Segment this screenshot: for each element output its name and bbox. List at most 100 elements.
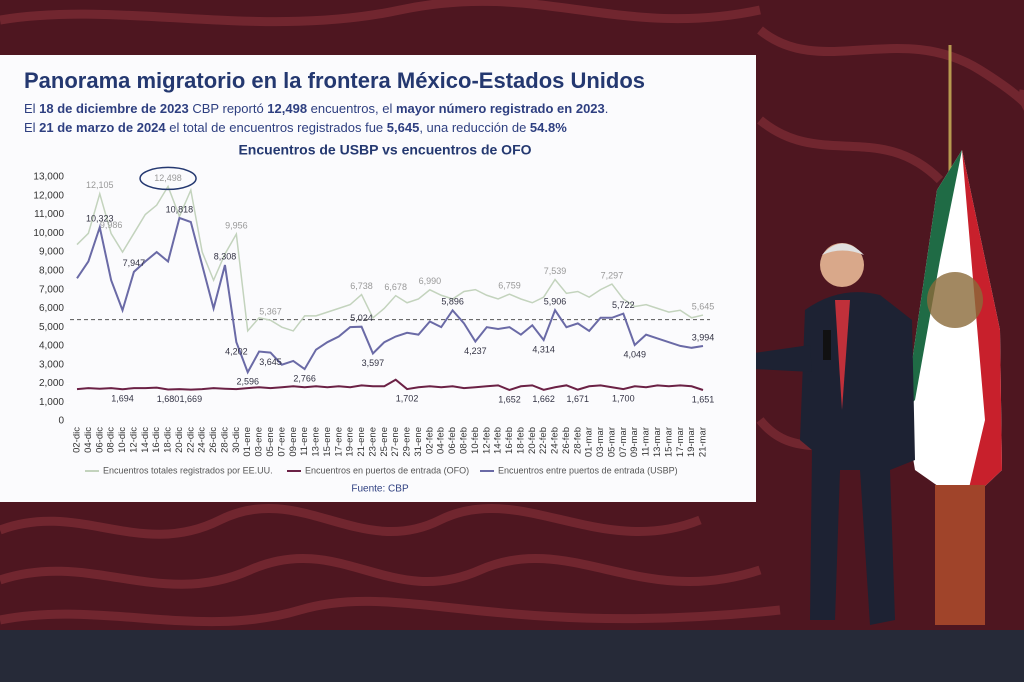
x-tick-label: 04-dic (83, 427, 94, 453)
speaker (735, 243, 915, 625)
data-label: 1,652 (498, 394, 521, 404)
x-tick-label: 28-feb (572, 427, 583, 454)
plot: 0 1,000 2,000 3,000 4,000 5,000 6,000 7,000 8,00… (33, 166, 715, 475)
series-line (76, 216, 704, 375)
data-label: 8,308 (214, 251, 237, 261)
x-tick-label: 09-mar (629, 427, 640, 457)
legend-label: Encuentros entre puertos de entrada (USB… (498, 465, 678, 475)
x-tick-label: 14-feb (493, 427, 504, 454)
x-tick-label: 24-feb (550, 427, 561, 454)
x-tick-label: 09-ene (288, 427, 299, 457)
x-tick-label: 26-dic (208, 427, 219, 453)
y-tick-label: 0 (58, 416, 64, 427)
x-tick-label: 02-feb (424, 427, 435, 454)
note-segment: 21 de marzo de 2024 (39, 120, 166, 135)
floor (0, 630, 1024, 682)
x-tick-label: 18-feb (515, 427, 526, 454)
y-tick-label: 2,000 (39, 378, 64, 389)
data-label: 3,994 (692, 332, 715, 342)
data-label: 6,738 (350, 281, 373, 291)
note-segment: 18 de diciembre de 2023 (39, 101, 189, 116)
data-label: 6,759 (498, 281, 521, 291)
x-tick-label: 14-dic (140, 427, 151, 453)
y-tick-label: 9,000 (39, 247, 64, 258)
x-tick-label: 10-dic (117, 427, 128, 453)
x-tick-label: 17-mar (675, 427, 686, 457)
y-tick-label: 7,000 (39, 284, 64, 295)
note-segment: . (605, 101, 609, 116)
data-label: 5,645 (692, 301, 715, 311)
y-tick-label: 10,000 (33, 228, 64, 239)
legend-label: Encuentros totales registrados por EE.UU… (103, 465, 273, 475)
data-label: 5,906 (544, 297, 567, 307)
data-label: 7,539 (544, 266, 567, 276)
x-tick-label: 12-dic (128, 427, 139, 453)
x-tick-label: 27-ene (390, 427, 401, 457)
x-tick-label: 24-dic (197, 427, 208, 453)
slide (0, 55, 756, 502)
x-tick-label: 01-ene (242, 427, 253, 457)
x-tick-label: 20-dic (174, 427, 185, 453)
x-tick-label: 21-mar (698, 427, 709, 457)
data-label: 1,700 (612, 393, 635, 403)
x-tick-label: 25-ene (379, 427, 390, 457)
data-label: 10,323 (86, 214, 114, 224)
data-label: 4,314 (532, 344, 555, 354)
x-tick-label: 28-dic (219, 427, 230, 453)
note-segment: encuentros, el (307, 101, 396, 116)
y-tick-label: 6,000 (39, 303, 64, 314)
note-segment: mayor número registrado en 2023 (396, 101, 605, 116)
y-tick-label: 1,000 (39, 397, 64, 408)
data-label: 10,818 (166, 204, 194, 214)
y-tick-label: 8,000 (39, 265, 64, 276)
source: Fuente: CBP (351, 484, 409, 495)
x-tick-label: 29-ene (402, 427, 413, 457)
data-label: 4,237 (464, 346, 487, 356)
x-tick-label: 21-ene (356, 427, 367, 457)
note-segment: CBP reportó (189, 101, 268, 116)
data-label: 1,694 (111, 394, 134, 404)
x-tick-label: 19-ene (345, 427, 356, 457)
data-label: 1,662 (532, 394, 555, 404)
data-label: 5,024 (350, 313, 373, 323)
x-tick-label: 13-mar (652, 427, 663, 457)
data-label: 2,766 (293, 373, 316, 383)
x-tick-label: 04-feb (436, 427, 447, 454)
y-tick-label: 11,000 (34, 209, 64, 220)
x-tick-label: 10-feb (470, 427, 481, 454)
y-tick-label: 3,000 (39, 359, 64, 370)
backdrop-pattern (0, 0, 1024, 627)
data-label: 7,947 (123, 258, 146, 268)
note-segment: 54.8% (530, 120, 567, 135)
x-tick-label: 07-ene (276, 427, 287, 457)
note-segment: El (24, 101, 39, 116)
data-label: 5,896 (441, 297, 464, 307)
data-label: 6,990 (419, 276, 442, 286)
data-label: 1,671 (567, 394, 590, 404)
x-tick-label: 15-ene (322, 427, 333, 457)
x-tick-label: 15-mar (663, 427, 674, 457)
slide-note: El 18 de diciembre de 2023 CBP reportó 1… (24, 101, 608, 116)
x-tick-label: 12-feb (481, 427, 492, 454)
x-tick-label: 18-dic (163, 427, 174, 453)
data-label: 5,722 (612, 300, 635, 310)
data-label: 9,956 (225, 221, 248, 231)
x-tick-label: 17-ene (333, 427, 344, 457)
data-label: 1,651 (692, 394, 715, 404)
x-tick-label: 23-ene (367, 427, 378, 457)
x-tick-label: 01-mar (584, 427, 595, 457)
x-tick-label: 11-mar (641, 427, 652, 456)
data-label: 3,645 (259, 357, 282, 367)
note-segment: , una reducción de (419, 120, 530, 135)
x-tick-label: 22-feb (538, 427, 549, 454)
data-label: 1,702 (396, 393, 419, 403)
series-line (76, 378, 704, 392)
x-tick-label: 19-mar (686, 427, 697, 457)
data-label: 5,367 (259, 307, 282, 317)
x-tick-label: 06-dic (94, 427, 105, 453)
x-tick-label: 02-dic (72, 427, 83, 453)
x-tick-label: 05-mar (606, 427, 617, 457)
data-label: 3,597 (362, 358, 385, 368)
